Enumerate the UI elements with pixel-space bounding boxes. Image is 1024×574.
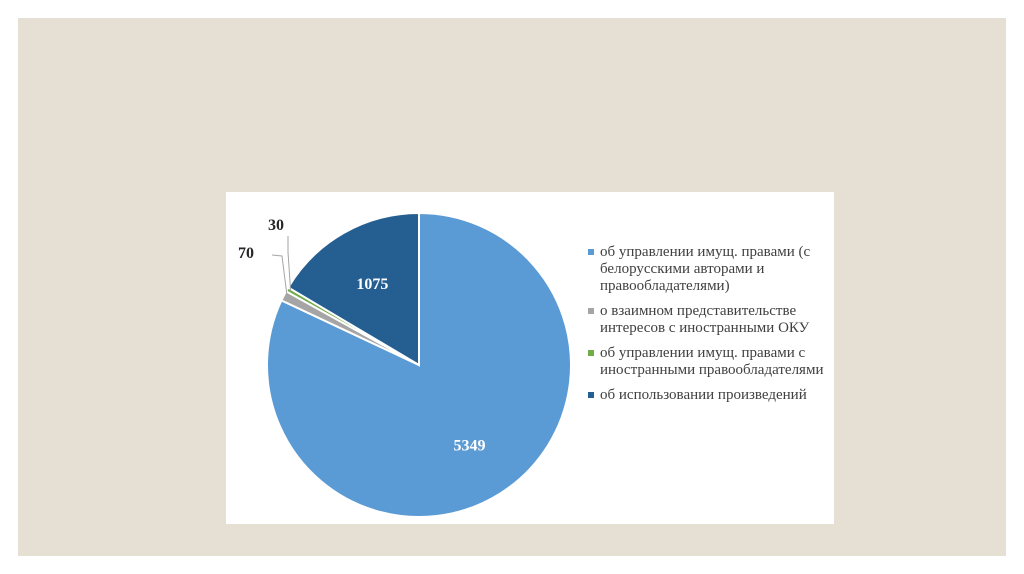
legend-swatch-icon	[588, 350, 594, 356]
legend-label: об управлении имущ. правами с иностранны…	[600, 345, 824, 378]
legend-label: об управлении имущ. правами (с белорусск…	[600, 244, 811, 294]
legend-swatch-icon	[588, 308, 594, 314]
legend-item: об управлении имущ. правами с иностранны…	[588, 345, 828, 379]
legend-item: об использовании произведений	[588, 387, 828, 404]
legend-item: об управлении имущ. правами (с белорусск…	[588, 244, 828, 295]
data-label: 5349	[454, 438, 486, 455]
legend-item: о взаимном представительстве интересов с…	[588, 303, 828, 337]
slice-works-usage	[286, 211, 420, 367]
data-label: 1075	[356, 276, 388, 293]
data-label: 30	[268, 217, 284, 234]
leader-line	[287, 236, 292, 292]
data-label: 70	[238, 245, 254, 262]
leader-line	[271, 254, 288, 298]
pie-chart: 5349 70 30 1075	[238, 211, 572, 518]
legend-label: о взаимном представительстве интересов с…	[600, 303, 810, 336]
legend-swatch-icon	[588, 249, 594, 255]
slide-background: 5349 70 30 1075 об управлении имущ. правами…	[18, 18, 1006, 556]
legend-label: об использовании произведений	[600, 387, 807, 403]
chart-panel: 5349 70 30 1075 об управлении имущ. правами…	[226, 192, 834, 524]
legend-swatch-icon	[588, 392, 594, 398]
chart-legend: об управлении имущ. правами (с белорусск…	[588, 244, 828, 412]
